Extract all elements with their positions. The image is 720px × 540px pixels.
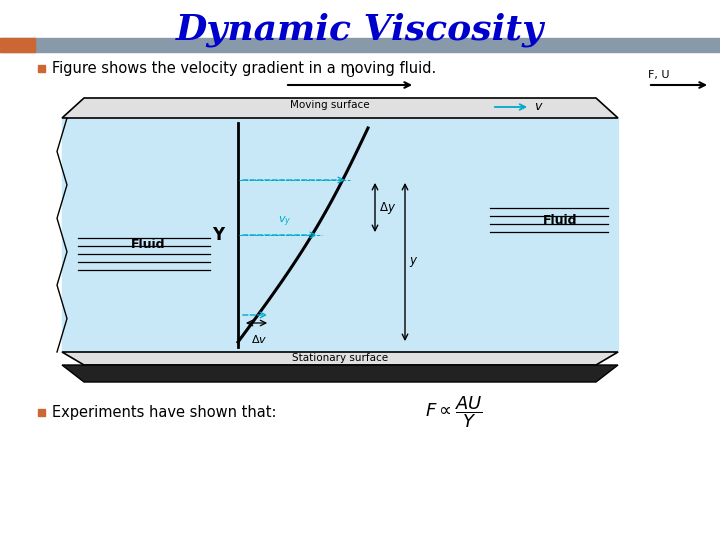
Polygon shape (62, 365, 618, 382)
Text: Fluid: Fluid (131, 239, 166, 252)
Text: Figure shows the velocity gradient in a moving fluid.: Figure shows the velocity gradient in a … (52, 60, 436, 76)
Text: Dynamic Viscosity: Dynamic Viscosity (176, 13, 544, 47)
Text: $\Delta y$: $\Delta y$ (379, 199, 396, 215)
Text: Fluid: Fluid (543, 213, 577, 226)
Polygon shape (62, 352, 618, 365)
Text: $v_y$: $v_y$ (278, 214, 292, 229)
Bar (62, 118, 618, 352)
Bar (38, 408, 45, 415)
Text: Y: Y (212, 226, 224, 244)
Text: $y$: $y$ (409, 255, 418, 269)
Bar (0, 38, 35, 52)
Text: Stationary surface: Stationary surface (292, 353, 388, 363)
Text: F, U: F, U (648, 70, 670, 80)
Text: Experiments have shown that:: Experiments have shown that: (52, 404, 276, 420)
Bar (0, 38, 720, 52)
Text: $F\propto\dfrac{AU}{Y}$: $F\propto\dfrac{AU}{Y}$ (425, 394, 482, 430)
Text: $\Delta v$: $\Delta v$ (251, 333, 267, 345)
Polygon shape (62, 98, 618, 118)
Text: U: U (346, 67, 354, 80)
Text: Moving surface: Moving surface (290, 100, 370, 110)
Bar (38, 64, 45, 71)
Text: $v$: $v$ (534, 100, 544, 113)
